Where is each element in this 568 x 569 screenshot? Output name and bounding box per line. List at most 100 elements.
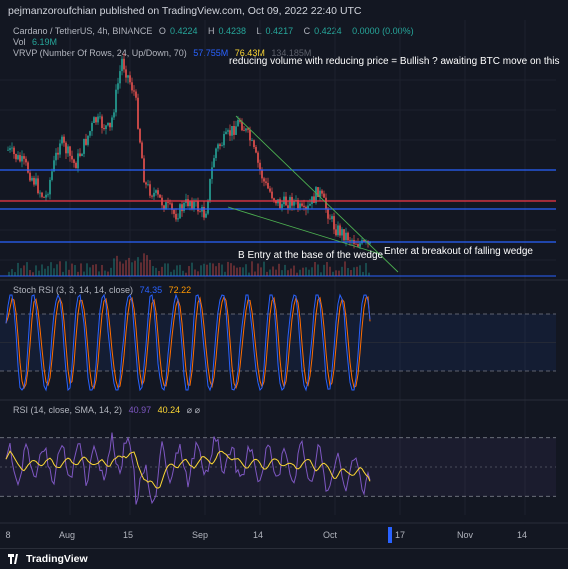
volume-bar (260, 267, 262, 276)
candle-body (359, 243, 361, 247)
volume-bar (185, 272, 187, 276)
candle-body (85, 138, 87, 145)
volume-bar (152, 266, 154, 276)
volume-bar (113, 258, 115, 276)
volume-bar (269, 269, 271, 276)
volume-legend[interactable]: Vol 6.19M (13, 37, 61, 47)
candle-body (145, 182, 147, 185)
candle-body (241, 121, 243, 131)
candle-body (287, 205, 289, 209)
volume-bar (212, 263, 214, 276)
candle-body (275, 200, 277, 204)
annotation-entry-b[interactable]: B Entry at the base of the wedge (238, 250, 384, 261)
candle-body (179, 204, 181, 219)
candle-body (293, 201, 295, 206)
volume-bar (233, 265, 235, 276)
candle-body (27, 162, 29, 173)
candle-body (267, 182, 269, 189)
stoch-legend[interactable]: Stoch RSI (3, 3, 14, 14, close) 74.35 72… (13, 285, 195, 295)
volume-bar (74, 265, 76, 276)
candle-body (67, 146, 69, 154)
volume-bar (278, 263, 280, 276)
candle-body (337, 225, 339, 236)
candle-body (149, 184, 151, 196)
volume-bar (104, 270, 106, 276)
volume-bar (71, 263, 73, 276)
open-label: O (158, 26, 166, 36)
candle-body (51, 171, 53, 180)
candle-body (35, 178, 37, 185)
volume-bar (311, 267, 313, 276)
volume-bar (338, 270, 340, 276)
volume-bar (107, 271, 109, 276)
header-bar: pejmanzoroufchian published on TradingVi… (0, 0, 568, 22)
candle-body (355, 243, 357, 245)
rsi-settings-icons[interactable]: ⌀ ⌀ (186, 405, 200, 415)
candle-body (87, 135, 89, 145)
volume-bar (254, 271, 256, 276)
candle-body (223, 134, 225, 146)
chart-canvas[interactable]: 8 Aug 15 Sep 14 Oct 17 Nov 14 (0, 0, 568, 548)
annotation-top[interactable]: reducing volume with reducing price = Bu… (229, 56, 560, 67)
candle-body (265, 181, 267, 183)
volume-bar (77, 271, 79, 276)
volume-bar (176, 265, 178, 276)
candle-body (53, 160, 55, 172)
candle-body (279, 199, 281, 209)
volume-bar (110, 267, 112, 276)
candle-body (139, 128, 141, 143)
candle-body (159, 194, 161, 198)
candle-body (7, 149, 9, 151)
candle-body (71, 155, 73, 160)
volume-bar (8, 271, 10, 276)
symbol-name[interactable]: Cardano / TetherUS, 4h, BINANCE (13, 26, 153, 36)
candle-body (315, 187, 317, 203)
volume-bar (344, 261, 346, 276)
annotation-entry-breakout[interactable]: Enter at breakout of falling wedge (384, 246, 533, 257)
candle-body (189, 201, 191, 207)
candle-body (107, 122, 109, 126)
candle-body (351, 240, 353, 241)
candle-body (115, 89, 117, 113)
volume-bar (305, 267, 307, 276)
candle-body (323, 193, 325, 198)
candle-body (175, 213, 177, 220)
volume-value: 6.19M (32, 37, 58, 47)
volume-bar (362, 271, 364, 276)
volume-bar (158, 270, 160, 276)
volume-bar (332, 271, 334, 276)
candle-body (347, 232, 349, 241)
candle-body (21, 156, 23, 162)
candle-body (187, 199, 189, 207)
volume-bar (191, 262, 193, 276)
candle-body (171, 203, 173, 210)
rsi-band (0, 437, 556, 497)
volume-bar (11, 269, 13, 276)
vrvp-legend[interactable]: VRVP (Number Of Rows, 24, Up/Down, 70) 5… (13, 48, 315, 58)
tradingview-logo[interactable]: TradingView (8, 553, 88, 565)
volume-bar (350, 270, 352, 276)
candle-body (137, 97, 139, 129)
candle-body (121, 58, 123, 72)
candle-body (47, 194, 49, 196)
low-value: 0.4217 (265, 26, 294, 36)
candle-body (113, 112, 115, 118)
rsi-ma-line (5, 450, 371, 489)
volume-bar (56, 264, 58, 276)
candle-body (133, 90, 135, 92)
volume-bar (35, 265, 37, 276)
volume-bar (203, 263, 205, 276)
candle-body (73, 159, 75, 163)
rsi-label: RSI (14, close, SMA, 14, 2) (13, 405, 123, 415)
candle-body (271, 191, 273, 199)
volume-bar (272, 266, 274, 276)
candle-body (255, 147, 257, 153)
wedge-lower-line (227, 206, 381, 255)
candle-body (25, 158, 27, 163)
volume-bar (218, 262, 220, 276)
symbol-legend[interactable]: Cardano / TetherUS, 4h, BINANCE O 0.4224 … (13, 26, 418, 36)
rsi-legend[interactable]: RSI (14, close, SMA, 14, 2) 40.97 40.24 … (13, 405, 204, 416)
candle-body (59, 143, 61, 155)
tradingview-icon (8, 554, 20, 564)
volume-bar (116, 255, 118, 276)
